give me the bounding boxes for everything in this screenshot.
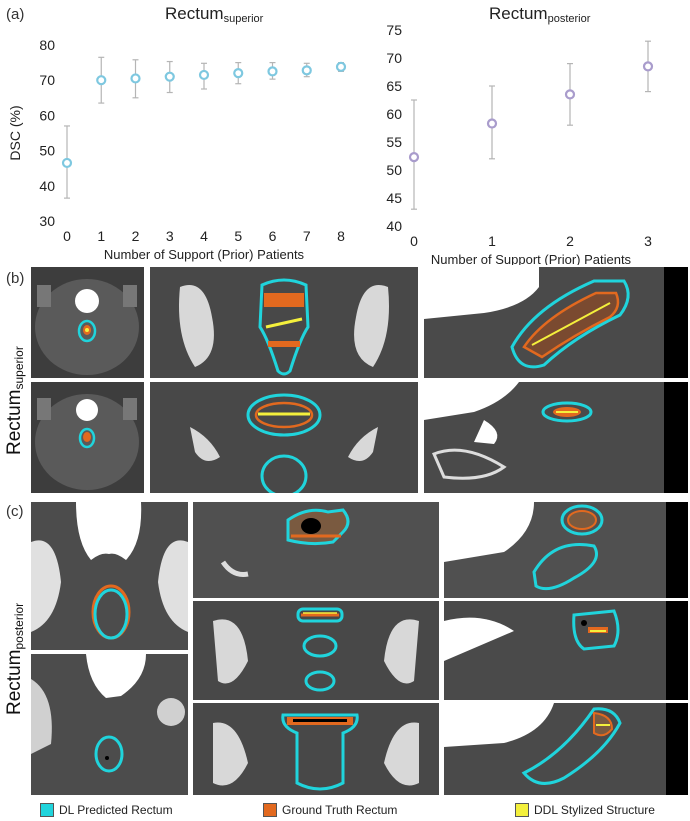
row-label-superior: Rectumsuperior bbox=[4, 346, 26, 455]
scan-c-axial-2 bbox=[31, 654, 188, 795]
y-axis-label: DSC (%) bbox=[7, 105, 23, 160]
y-tick-label: 60 bbox=[386, 106, 402, 122]
y-tick-label: 40 bbox=[386, 218, 402, 234]
scan-c-sagittal-1 bbox=[444, 502, 688, 598]
scan-c-sagittal-3 bbox=[444, 703, 688, 795]
scan-b-coronal-2 bbox=[150, 382, 418, 493]
data-point bbox=[61, 157, 73, 169]
data-point bbox=[642, 61, 654, 72]
x-tick-label: 4 bbox=[200, 228, 208, 244]
x-axis-label: Number of Support (Prior) Patients bbox=[104, 247, 305, 262]
scan-b-sagittal-1 bbox=[424, 267, 688, 378]
x-tick-label: 7 bbox=[303, 228, 311, 244]
legend-swatch-dl bbox=[40, 803, 54, 817]
scan-c-coronal-2 bbox=[193, 601, 439, 700]
x-tick-label: 1 bbox=[97, 228, 105, 244]
x-axis-label: Number of Support (Prior) Patients bbox=[431, 252, 632, 265]
y-tick-label: 70 bbox=[386, 50, 402, 66]
data-point bbox=[198, 69, 210, 81]
y-tick-label: 55 bbox=[386, 134, 402, 150]
data-point bbox=[130, 73, 141, 84]
row-label-posterior: Rectumposterior bbox=[4, 602, 26, 715]
data-point bbox=[301, 65, 312, 76]
y-tick-label: 75 bbox=[386, 22, 402, 38]
chart2-title: Rectumposterior bbox=[489, 4, 591, 25]
x-tick-label: 3 bbox=[166, 228, 174, 244]
legend-swatch-ddl bbox=[515, 803, 529, 817]
x-tick-label: 0 bbox=[63, 228, 71, 244]
legend-swatch-ground-truth bbox=[263, 803, 277, 817]
data-point bbox=[335, 61, 347, 72]
scan-c-coronal-3 bbox=[193, 703, 439, 795]
y-tick-label: 60 bbox=[39, 107, 55, 123]
y-tick-label: 65 bbox=[386, 78, 402, 94]
legend-item-dl: DL Predicted Rectum bbox=[40, 801, 173, 819]
scan-c-axial-1 bbox=[31, 502, 188, 650]
legend-label-ddl: DDL Stylized Structure bbox=[534, 803, 655, 817]
scan-c-coronal-1 bbox=[193, 502, 439, 598]
scan-b-axial-1 bbox=[31, 267, 144, 378]
data-point bbox=[267, 66, 278, 77]
scan-b-axial-2 bbox=[31, 382, 144, 493]
x-tick-label: 3 bbox=[644, 233, 652, 249]
scan-c-sagittal-2 bbox=[444, 601, 688, 700]
scan-b-coronal-1 bbox=[150, 267, 418, 378]
panel-letter-a: (a) bbox=[6, 6, 25, 23]
data-point bbox=[164, 71, 175, 82]
x-tick-label: 2 bbox=[132, 228, 140, 244]
x-tick-label: 2 bbox=[566, 233, 574, 249]
data-point bbox=[564, 89, 576, 100]
x-tick-label: 1 bbox=[488, 233, 496, 249]
legend-label-ground-truth: Ground Truth Rectum bbox=[282, 803, 398, 817]
data-point bbox=[486, 118, 498, 129]
y-tick-label: 70 bbox=[39, 72, 55, 88]
chart1-title: Rectumsuperior bbox=[165, 4, 264, 25]
x-tick-label: 0 bbox=[410, 233, 418, 249]
panel-letter-b: (b) bbox=[6, 270, 25, 287]
x-tick-label: 5 bbox=[234, 228, 242, 244]
panel-letter-c: (c) bbox=[6, 503, 24, 520]
chart-rectum-posterior: 40 45 50 55 60 65 70 75 0 1 2 3 Number of Support (P… bbox=[386, 22, 654, 265]
legend-item-ddl: DDL Stylized Structure bbox=[515, 801, 655, 819]
scan-b-sagittal-2 bbox=[424, 382, 688, 493]
x-tick-label: 8 bbox=[337, 228, 345, 244]
y-tick-label: 80 bbox=[39, 37, 55, 53]
y-tick-label: 45 bbox=[386, 190, 402, 206]
chart-rectum-superior: 30 40 50 60 70 80 0 1 2 3 4 5 6 7 8 Number of Support (… bbox=[7, 37, 347, 262]
data-point bbox=[408, 152, 420, 163]
y-tick-label: 50 bbox=[386, 162, 402, 178]
data-point bbox=[96, 75, 107, 86]
y-tick-label: 50 bbox=[39, 143, 55, 159]
legend-label-dl: DL Predicted Rectum bbox=[59, 803, 173, 817]
legend-item-ground-truth: Ground Truth Rectum bbox=[263, 801, 397, 819]
y-tick-label: 40 bbox=[39, 178, 55, 194]
y-tick-label: 30 bbox=[39, 213, 55, 229]
data-point bbox=[233, 68, 244, 79]
x-tick-label: 6 bbox=[269, 228, 277, 244]
